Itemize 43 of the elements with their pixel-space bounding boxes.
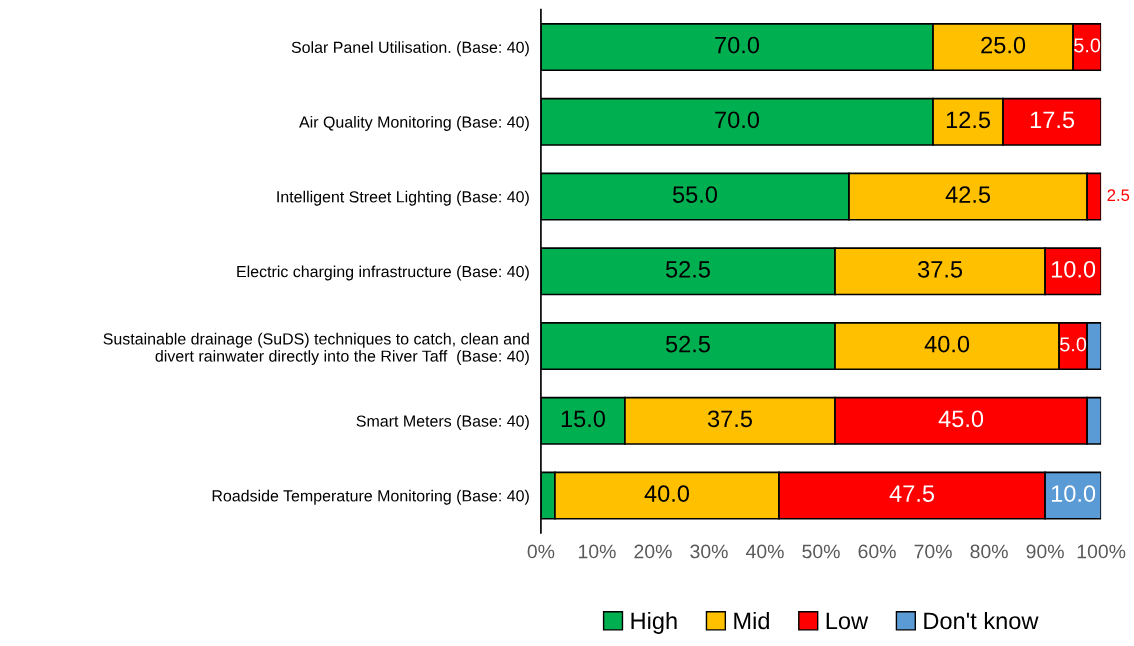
data-label: 70.0	[715, 111, 760, 129]
data-label: 2.5	[1107, 189, 1130, 202]
data-label: 12.5	[946, 111, 991, 129]
x-tick-label: 80%	[970, 544, 1008, 559]
data-label: 52.5	[665, 260, 710, 278]
data-label: 70.0	[715, 36, 760, 54]
data-label: 5.0	[1060, 337, 1087, 352]
data-label: 10.0	[1051, 260, 1096, 278]
y-tick-label: Smart Meters (Base: 40)	[356, 415, 529, 430]
data-label: 47.5	[889, 485, 935, 502]
data-label: 42.5	[945, 186, 991, 203]
data-label: 40.0	[644, 485, 690, 502]
data-label: 5.0	[1074, 38, 1101, 53]
legend-label: High	[631, 611, 677, 634]
data-label: 37.5	[707, 410, 752, 428]
data-label: 45.0	[938, 410, 984, 428]
x-tick-label: 40%	[745, 544, 784, 559]
y-tick-label: Roadside Temperature Monitoring (Base: 40)	[212, 489, 529, 505]
data-label: 10.0	[1051, 485, 1096, 502]
data-label: 55.0	[672, 186, 718, 203]
legend-label: Don't know	[924, 611, 1039, 630]
y-tick-label: Electric charging infrastructure (Base: 40)	[237, 265, 529, 281]
x-tick-label: 90%	[1026, 544, 1064, 559]
x-tick-label: 20%	[634, 544, 672, 559]
data-label: 52.5	[665, 335, 710, 353]
y-tick-label: Intelligent Street Lighting (Base: 40)	[277, 190, 529, 206]
legend-label: Low	[826, 612, 869, 630]
y-tick-label: Air Quality Monitoring (Base: 40)	[299, 116, 529, 131]
data-label: 40.0	[924, 335, 970, 353]
data-label: 37.5	[917, 260, 963, 278]
x-tick-label: 50%	[802, 544, 840, 559]
x-tick-label: 70%	[914, 544, 952, 559]
legend-label: Mid	[734, 611, 769, 630]
x-tick-label: 30%	[690, 544, 728, 559]
x-tick-label: 60%	[858, 544, 896, 559]
data-label: 17.5	[1030, 111, 1075, 129]
y-tick-label: Solar Panel Utilisation. (Base: 40)	[291, 41, 529, 57]
x-tick-label: 0%	[527, 544, 555, 559]
x-tick-label: 100%	[1077, 544, 1126, 559]
x-tick-label: 10%	[578, 544, 616, 559]
data-label: 25.0	[981, 36, 1026, 54]
y-tick-label: Sustainable drainage (SuDS) techniques to catch, clean and divert rainwater directly into the River Taff (Base: 40)	[103, 332, 529, 365]
data-label: 15.0	[561, 410, 605, 428]
